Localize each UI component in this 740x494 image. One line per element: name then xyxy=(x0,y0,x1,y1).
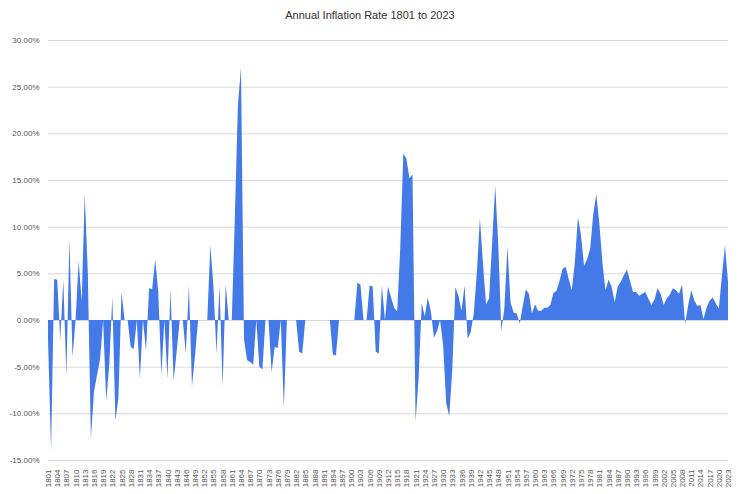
svg-text:2011: 2011 xyxy=(687,469,696,487)
svg-text:1888: 1888 xyxy=(311,469,320,487)
svg-text:1834: 1834 xyxy=(145,469,154,487)
svg-text:1969: 1969 xyxy=(559,469,568,487)
svg-text:1801: 1801 xyxy=(44,469,53,487)
svg-text:-10.00%: -10.00% xyxy=(10,409,40,418)
svg-text:1858: 1858 xyxy=(219,469,228,487)
svg-text:1816: 1816 xyxy=(90,469,99,487)
svg-text:1903: 1903 xyxy=(356,469,365,487)
svg-text:1807: 1807 xyxy=(62,469,71,487)
svg-text:1972: 1972 xyxy=(568,469,577,487)
svg-text:1876: 1876 xyxy=(274,469,283,487)
svg-text:1996: 1996 xyxy=(641,469,650,487)
svg-text:1852: 1852 xyxy=(200,469,209,487)
svg-text:30.00%: 30.00% xyxy=(12,36,39,45)
svg-text:1864: 1864 xyxy=(237,469,246,487)
svg-text:1957: 1957 xyxy=(522,469,531,487)
svg-text:10.00%: 10.00% xyxy=(12,223,39,232)
svg-text:1882: 1882 xyxy=(292,469,301,487)
svg-text:2014: 2014 xyxy=(696,469,705,487)
svg-text:1843: 1843 xyxy=(173,469,182,487)
svg-text:1861: 1861 xyxy=(228,469,237,487)
svg-text:1813: 1813 xyxy=(81,469,90,487)
svg-text:1831: 1831 xyxy=(136,469,145,487)
svg-text:1987: 1987 xyxy=(614,469,623,487)
svg-text:1939: 1939 xyxy=(467,469,476,487)
svg-text:1918: 1918 xyxy=(402,469,411,487)
svg-text:20.00%: 20.00% xyxy=(12,129,39,138)
svg-text:1936: 1936 xyxy=(458,469,467,487)
svg-text:1945: 1945 xyxy=(485,469,494,487)
svg-text:1849: 1849 xyxy=(191,469,200,487)
svg-text:1909: 1909 xyxy=(375,469,384,487)
svg-text:2002: 2002 xyxy=(660,469,669,487)
svg-text:1870: 1870 xyxy=(255,469,264,487)
svg-text:1930: 1930 xyxy=(439,469,448,487)
svg-text:1912: 1912 xyxy=(384,469,393,487)
svg-text:1963: 1963 xyxy=(540,469,549,487)
svg-text:1837: 1837 xyxy=(154,469,163,487)
svg-text:1915: 1915 xyxy=(393,469,402,487)
svg-text:1900: 1900 xyxy=(347,469,356,487)
svg-text:1981: 1981 xyxy=(595,469,604,487)
svg-text:1846: 1846 xyxy=(182,469,191,487)
svg-text:1804: 1804 xyxy=(53,469,62,487)
svg-text:2023: 2023 xyxy=(724,469,733,487)
svg-text:0.00%: 0.00% xyxy=(17,316,40,325)
svg-text:1984: 1984 xyxy=(605,469,614,487)
svg-text:1927: 1927 xyxy=(430,469,439,487)
svg-text:25.00%: 25.00% xyxy=(12,83,39,92)
svg-text:1810: 1810 xyxy=(72,469,81,487)
svg-text:2005: 2005 xyxy=(669,469,678,487)
svg-text:1855: 1855 xyxy=(209,469,218,487)
svg-text:2008: 2008 xyxy=(678,469,687,487)
svg-text:-15.00%: -15.00% xyxy=(10,456,40,465)
svg-text:1822: 1822 xyxy=(108,469,117,487)
svg-text:15.00%: 15.00% xyxy=(12,176,39,185)
html-text:Annual Inflation Rate 1801 to: Annual Inflation Rate 1801 to 2023 xyxy=(285,9,455,21)
svg-text:1933: 1933 xyxy=(448,469,457,487)
svg-text:2020: 2020 xyxy=(715,469,724,487)
svg-text:1897: 1897 xyxy=(338,469,347,487)
svg-text:1894: 1894 xyxy=(329,469,338,487)
svg-text:-5.00%: -5.00% xyxy=(14,363,39,372)
svg-text:1990: 1990 xyxy=(623,469,632,487)
svg-text:1867: 1867 xyxy=(246,469,255,487)
svg-text:1999: 1999 xyxy=(651,469,660,487)
svg-text:1975: 1975 xyxy=(577,469,586,487)
svg-text:1954: 1954 xyxy=(513,469,522,487)
svg-text:1879: 1879 xyxy=(283,469,292,487)
svg-text:1819: 1819 xyxy=(99,469,108,487)
svg-text:1966: 1966 xyxy=(549,469,558,487)
svg-text:1951: 1951 xyxy=(504,469,513,487)
svg-text:1885: 1885 xyxy=(301,469,310,487)
svg-text:1825: 1825 xyxy=(118,469,127,487)
svg-text:1828: 1828 xyxy=(127,469,136,487)
svg-text:1924: 1924 xyxy=(421,469,430,487)
svg-text:1921: 1921 xyxy=(412,469,421,487)
svg-text:1978: 1978 xyxy=(586,469,595,487)
svg-text:1960: 1960 xyxy=(531,469,540,487)
svg-text:1942: 1942 xyxy=(476,469,485,487)
svg-text:1891: 1891 xyxy=(320,469,329,487)
svg-text:1993: 1993 xyxy=(632,469,641,487)
svg-text:1873: 1873 xyxy=(265,469,274,487)
svg-text:1840: 1840 xyxy=(164,469,173,487)
svg-text:1906: 1906 xyxy=(366,469,375,487)
svg-text:2017: 2017 xyxy=(706,469,715,487)
svg-text:1948: 1948 xyxy=(494,469,503,487)
svg-text:5.00%: 5.00% xyxy=(17,269,40,278)
